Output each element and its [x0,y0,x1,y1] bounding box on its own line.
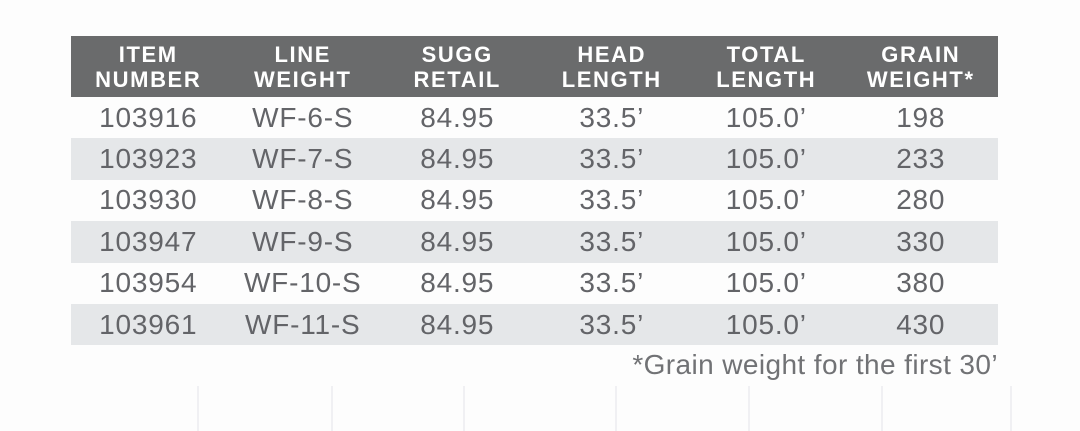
cell-line-weight: WF-10-S [243,267,362,299]
cell-head-length: 33.5’ [579,225,645,257]
cell-total-length: 105.0’ [725,101,807,133]
column-header-grain-weight: GRAIN WEIGHT* [844,36,999,97]
cell-sugg-retail: 84.95 [420,101,495,133]
column-header-line: TOTAL [726,41,806,67]
cell-item-number: 103916 [99,101,198,133]
cell-line-weight: WF-7-S [252,143,354,175]
cell-total-length: 105.0’ [725,225,807,257]
column-header-line: ITEM [118,41,178,67]
background-grid-line [197,386,199,431]
cell-total-length: 105.0’ [725,184,807,216]
cell-sugg-retail: 84.95 [420,267,495,299]
background-grid-line [748,386,750,431]
cell-sugg-retail: 84.95 [420,225,495,257]
column-header-line: LENGTH [716,66,817,92]
column-header-total-length: TOTAL LENGTH [689,36,844,97]
column-header-line: RETAIL [413,66,501,92]
column-header-line: WEIGHT [253,66,352,92]
cell-sugg-retail: 84.95 [420,143,495,175]
cell-head-length: 33.5’ [579,308,645,340]
column-header-line: NUMBER [95,66,202,92]
cell-item-number: 103930 [99,184,198,216]
table-header-row: ITEM NUMBER LINE WEIGHT SUGG RETAIL HEAD… [71,36,998,97]
cell-sugg-retail: 84.95 [420,308,495,340]
grain-weight-footnote: *Grain weight for the first 30’ [632,349,998,380]
cell-grain-weight: 198 [896,101,946,133]
background-grid-line [331,386,333,431]
cell-total-length: 105.0’ [725,267,807,299]
table-row: 103916 WF-6-S 84.95 33.5’ 105.0’ 198 [71,97,998,138]
cell-item-number: 103954 [99,267,198,299]
column-header-line: SUGG [421,41,493,67]
cell-head-length: 33.5’ [579,267,645,299]
cell-total-length: 105.0’ [725,308,807,340]
column-header-sugg-retail: SUGG RETAIL [380,36,535,97]
background-grid-line [1010,386,1012,431]
column-header-line: WEIGHT* [866,66,975,92]
cell-line-weight: WF-8-S [252,184,354,216]
background-grid-line [615,386,617,431]
table-row: 103961 WF-11-S 84.95 33.5’ 105.0’ 430 [71,303,998,346]
column-header-line: LINE [274,41,331,67]
cell-head-length: 33.5’ [579,184,645,216]
spec-table: ITEM NUMBER LINE WEIGHT SUGG RETAIL HEAD… [71,36,998,346]
background-grid-line [463,386,465,431]
background-grid-line [881,386,883,431]
column-header-line: LENGTH [561,66,662,92]
column-header-item-number: ITEM NUMBER [71,36,226,97]
cell-grain-weight: 233 [896,143,946,175]
cell-sugg-retail: 84.95 [420,184,495,216]
cell-item-number: 103923 [99,143,198,175]
table-row: 103930 WF-8-S 84.95 33.5’ 105.0’ 280 [71,180,998,221]
cell-total-length: 105.0’ [725,143,807,175]
cell-item-number: 103961 [99,308,198,340]
column-header-head-length: HEAD LENGTH [535,36,690,97]
cell-grain-weight: 280 [896,184,946,216]
cell-grain-weight: 330 [896,225,946,257]
cell-grain-weight: 430 [896,308,946,340]
cell-line-weight: WF-9-S [252,225,354,257]
table-row: 103923 WF-7-S 84.95 33.5’ 105.0’ 233 [71,138,998,180]
table-row: 103954 WF-10-S 84.95 33.5’ 105.0’ 380 [71,263,998,304]
column-header-line: GRAIN [881,41,961,67]
column-header-line-weight: LINE WEIGHT [226,36,381,97]
cell-head-length: 33.5’ [579,101,645,133]
cell-item-number: 103947 [99,225,198,257]
cell-line-weight: WF-6-S [252,101,354,133]
cell-head-length: 33.5’ [579,143,645,175]
cell-grain-weight: 380 [896,267,946,299]
column-header-line: HEAD [577,41,647,67]
cell-line-weight: WF-11-S [244,308,361,340]
table-row: 103947 WF-9-S 84.95 33.5’ 105.0’ 330 [71,221,998,263]
